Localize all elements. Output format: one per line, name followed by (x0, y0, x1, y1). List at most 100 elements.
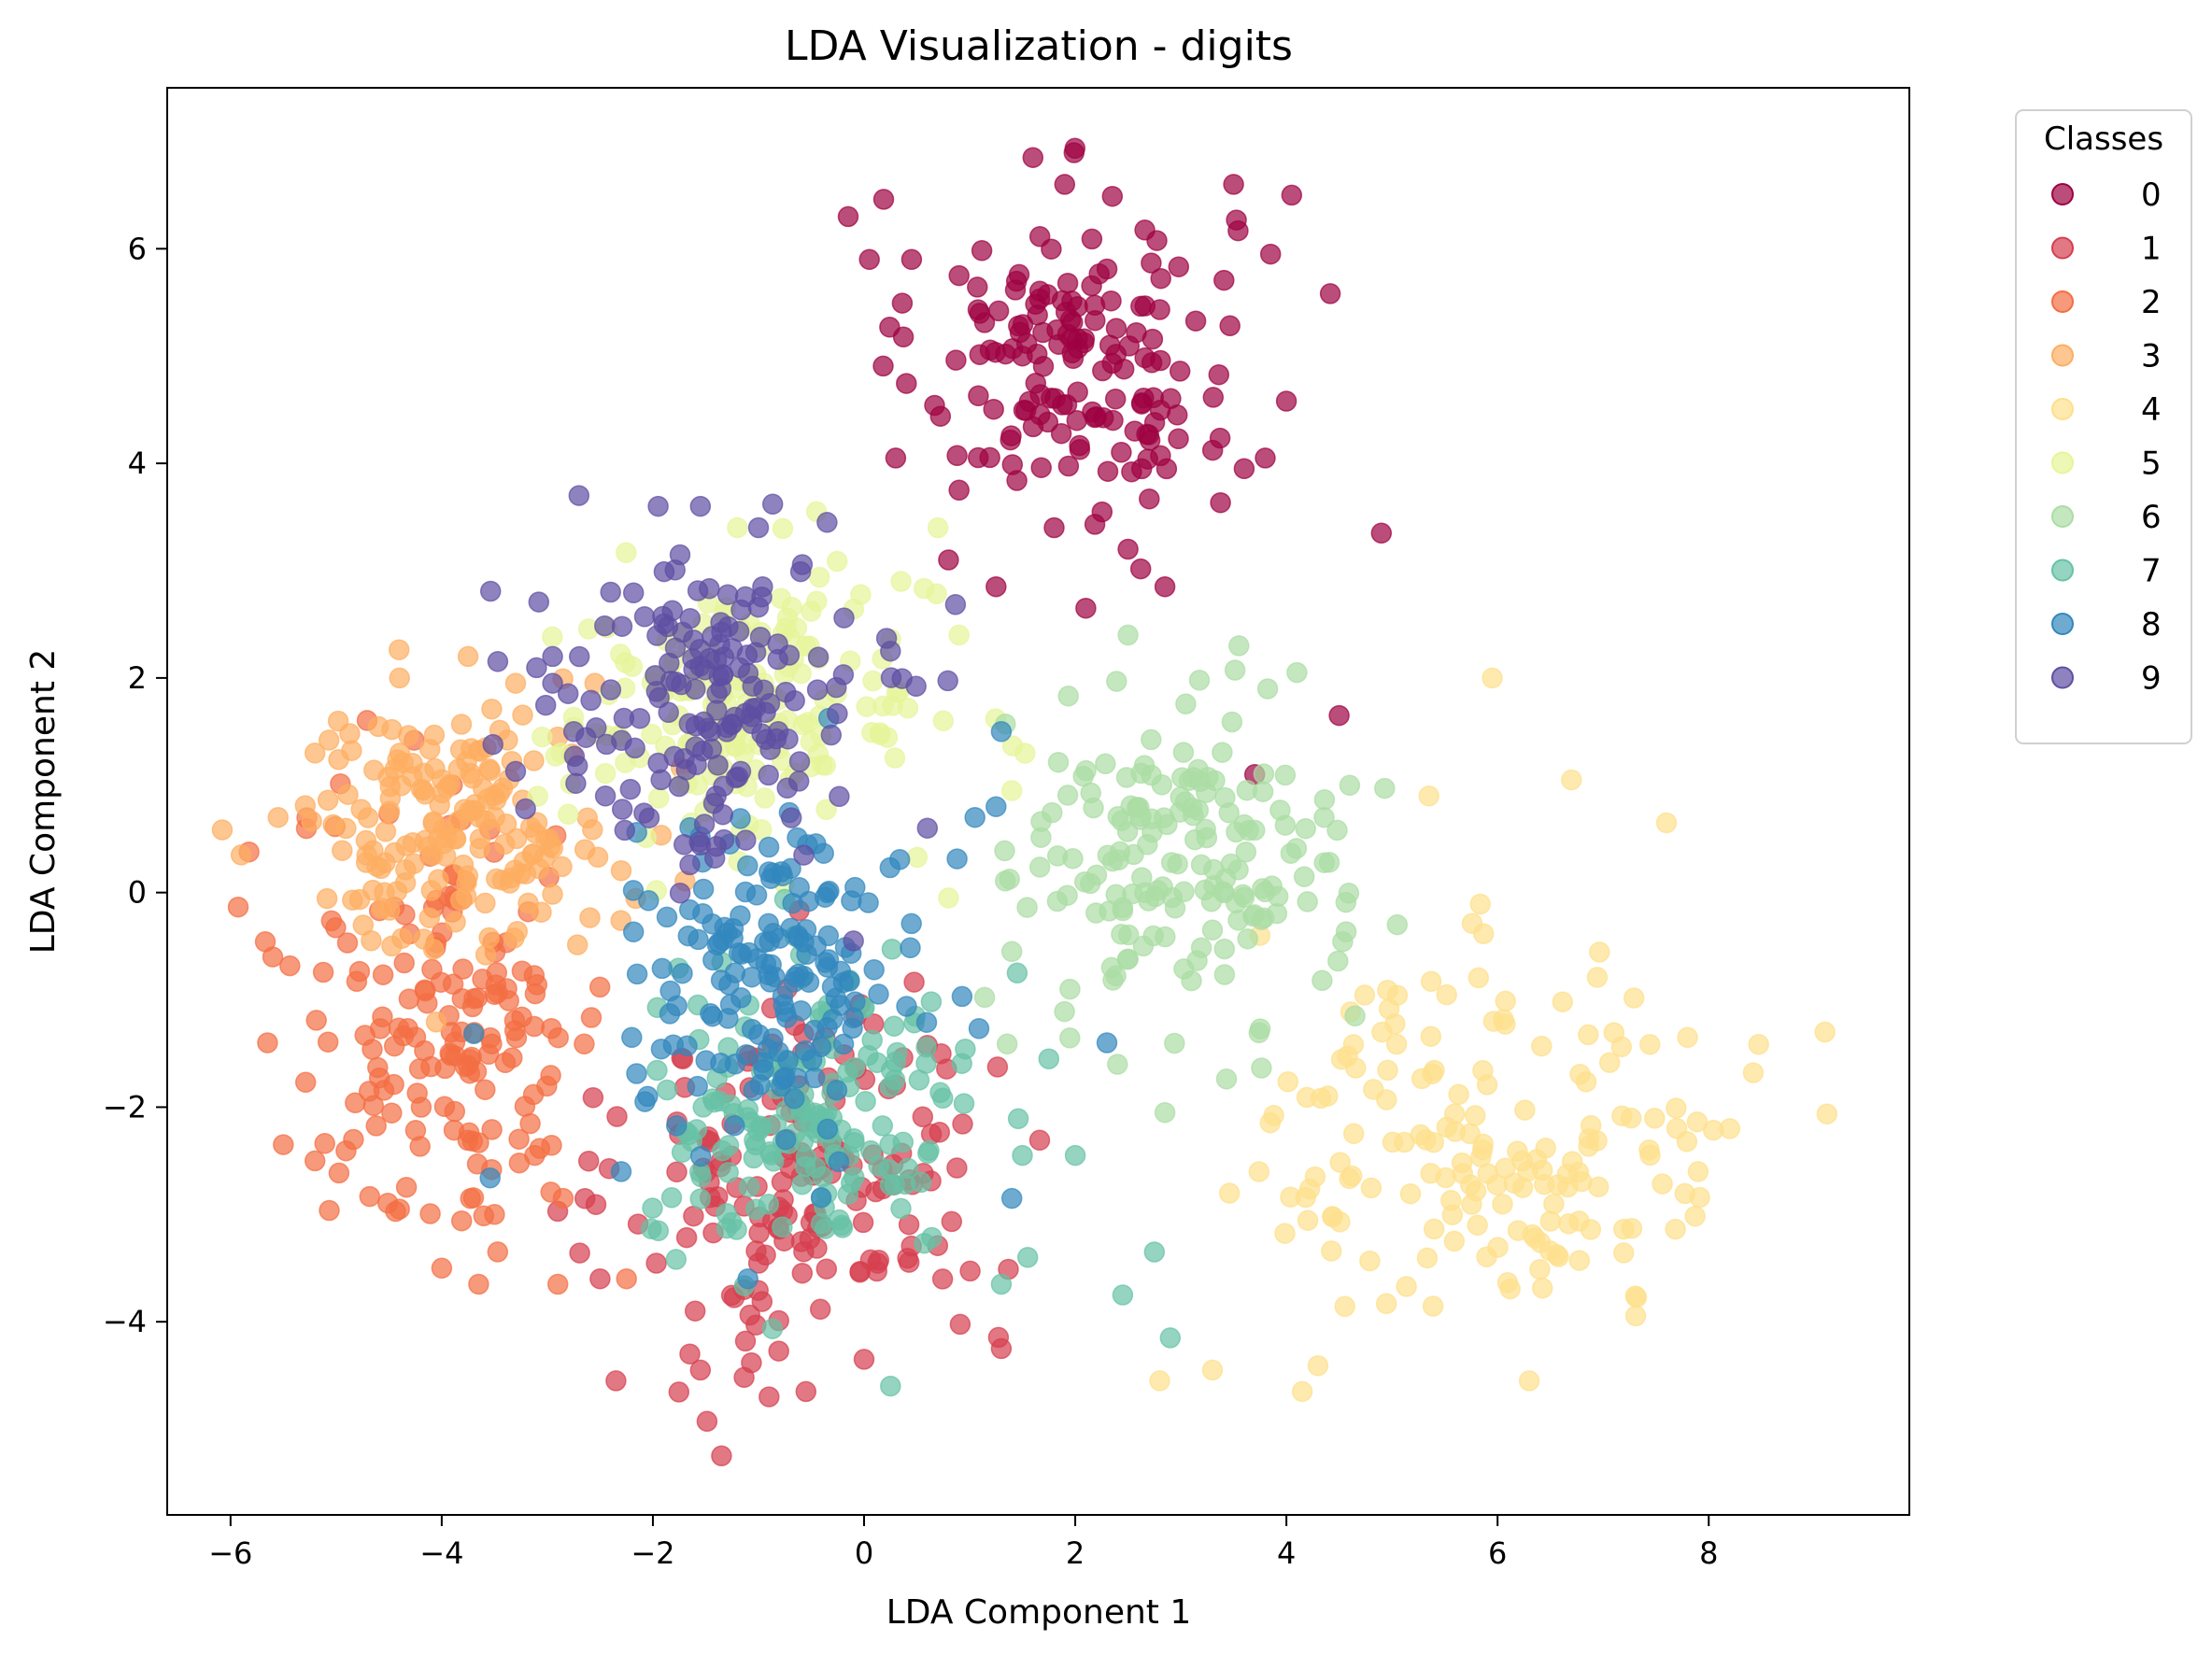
scatter-point-class-8 (735, 1043, 758, 1066)
scatter-point-class-0 (948, 479, 970, 502)
scatter-point-class-6 (1188, 670, 1211, 691)
legend-title: Classes (2044, 120, 2163, 158)
scatter-point-class-0 (971, 240, 993, 262)
scatter-point-class-9 (687, 580, 709, 601)
scatter-point-class-0 (891, 292, 914, 314)
scatter-point-class-7 (656, 1079, 678, 1101)
scatter-point-class-9 (784, 690, 805, 712)
scatter-point-class-4 (1345, 1057, 1367, 1079)
scatter-point-class-8 (651, 957, 674, 980)
scatter-point-class-2 (452, 958, 474, 980)
scatter-point-class-2 (546, 1273, 569, 1295)
scatter-point-class-8 (964, 806, 985, 828)
scatter-point-class-6 (1144, 885, 1167, 908)
scatter-point-class-3 (342, 889, 363, 911)
scatter-point-class-3 (391, 927, 413, 949)
scatter-point-class-4 (1613, 1218, 1635, 1240)
scatter-point-class-2 (541, 1017, 562, 1040)
scatter-point-class-8 (621, 1026, 643, 1049)
scatter-point-class-7 (1143, 1241, 1166, 1263)
x-tick-label: −4 (419, 1535, 463, 1571)
scatter-point-class-7 (761, 1318, 784, 1339)
scatter-point-class-7 (1006, 962, 1028, 984)
scatter-point-class-6 (1164, 898, 1186, 919)
scatter-point-class-8 (816, 956, 839, 978)
x-tick-label: 0 (855, 1535, 873, 1571)
scatter-point-class-0 (1046, 318, 1068, 341)
scatter-point-class-6 (1215, 1068, 1238, 1090)
scatter-point-class-8 (828, 1151, 850, 1173)
scatter-point-class-6 (1059, 1027, 1081, 1049)
scatter-point-class-0 (1201, 439, 1224, 461)
scatter-point-class-4 (1586, 967, 1609, 988)
scatter-point-class-8 (839, 970, 860, 992)
scatter-point-class-6 (1248, 1022, 1270, 1044)
scatter-point-class-0 (1281, 184, 1303, 206)
scatter-point-class-6 (1344, 1005, 1366, 1027)
scatter-point-class-6 (994, 840, 1015, 862)
scatter-point-class-6 (1164, 1032, 1185, 1054)
scatter-point-class-5 (594, 762, 617, 785)
scatter-point-class-8 (745, 884, 768, 906)
scatter-point-class-2 (540, 1181, 561, 1203)
scatter-point-class-7 (642, 1197, 663, 1219)
legend-marker (2051, 613, 2074, 635)
scatter-point-class-6 (1312, 969, 1333, 992)
scatter-point-class-6 (1326, 819, 1348, 842)
scatter-point-class-9 (741, 705, 762, 728)
scatter-point-class-9 (916, 817, 939, 839)
scatter-point-class-0 (1104, 388, 1127, 410)
scatter-point-class-6 (1274, 764, 1297, 786)
scatter-point-class-1 (739, 1304, 761, 1326)
scatter-point-class-9 (789, 560, 812, 583)
scatter-point-class-8 (801, 1049, 823, 1071)
scatter-point-class-7 (917, 1142, 939, 1165)
scatter-point-class-0 (1062, 347, 1085, 370)
y-tick-label: −4 (103, 1304, 147, 1339)
scatter-point-class-2 (481, 1119, 503, 1140)
scatter-point-class-0 (1227, 219, 1249, 242)
scatter-point-class-0 (1012, 314, 1034, 335)
scatter-point-class-8 (610, 1161, 632, 1182)
scatter-point-class-4 (1416, 1247, 1439, 1269)
scatter-point-class-8 (817, 925, 840, 947)
scatter-point-class-5 (727, 516, 748, 539)
scatter-point-class-4 (1495, 990, 1516, 1012)
scatter-point-class-5 (751, 819, 773, 841)
scatter-point-class-0 (1084, 406, 1106, 429)
y-tick-label: 2 (128, 660, 147, 696)
scatter-point-class-3 (472, 778, 494, 799)
scatter-point-class-9 (611, 799, 633, 820)
scatter-point-class-5 (948, 624, 970, 646)
x-tick-label: 8 (1699, 1535, 1718, 1571)
scatter-point-class-7 (881, 939, 903, 960)
scatter-point-class-6 (1153, 807, 1175, 828)
scatter-point-class-4 (1470, 1146, 1492, 1167)
scatter-point-class-2 (523, 965, 546, 986)
scatter-point-class-4 (1580, 1219, 1602, 1240)
scatter-point-class-6 (1269, 799, 1291, 821)
scatter-point-class-9 (751, 586, 773, 608)
scatter-point-class-0 (1111, 442, 1132, 463)
scatter-point-class-7 (872, 1115, 894, 1137)
scatter-point-class-3 (445, 912, 466, 933)
scatter-point-class-4 (1435, 1167, 1456, 1189)
scatter-point-class-4 (1518, 1370, 1540, 1392)
legend-frame (2015, 109, 2192, 744)
scatter-point-class-6 (1105, 965, 1127, 987)
scatter-point-class-9 (829, 785, 850, 808)
scatter-point-class-2 (444, 1031, 466, 1054)
scatter-point-class-2 (317, 1031, 339, 1053)
scatter-point-class-6 (1213, 964, 1236, 985)
scatter-point-class-9 (515, 798, 536, 820)
legend-label: 2 (2141, 284, 2162, 321)
scatter-point-class-0 (858, 248, 880, 271)
scatter-point-class-1 (605, 1370, 627, 1392)
scatter-point-class-7 (737, 1098, 759, 1121)
scatter-point-class-1 (696, 1410, 718, 1433)
scatter-point-class-1 (745, 1240, 767, 1262)
scatter-point-class-3 (375, 852, 396, 873)
scatter-point-class-3 (523, 750, 545, 771)
scatter-point-class-1 (645, 1252, 667, 1274)
scatter-point-class-6 (1295, 817, 1316, 840)
